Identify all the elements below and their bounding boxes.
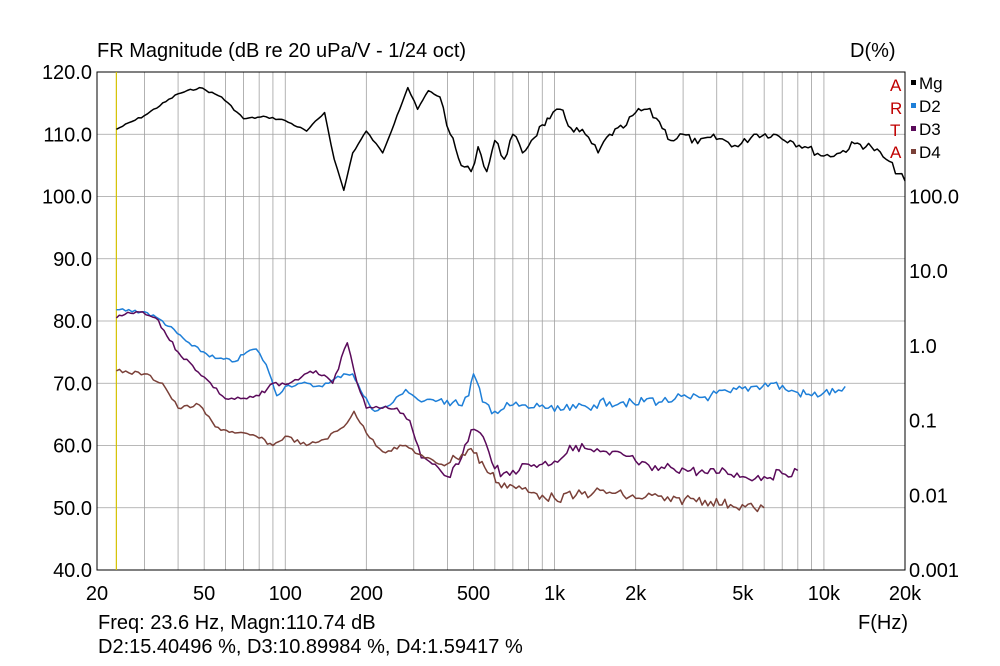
y-tick-label: 40.0 xyxy=(53,560,92,582)
x-axis-unit: F(Hz) xyxy=(858,612,908,634)
legend-item-d2[interactable]: D2 xyxy=(911,96,941,118)
legend-item-d3[interactable]: D3 xyxy=(911,119,941,141)
series-layer xyxy=(115,86,906,513)
right-axis-unit: D(%) xyxy=(850,40,896,62)
chart-title: FR Magnitude (dB re 20 uPa/V - 1/24 oct) xyxy=(97,40,467,62)
legend-swatch xyxy=(911,103,916,109)
y-tick-label: 120.0 xyxy=(42,62,92,84)
series-line-d4 xyxy=(116,368,765,513)
y-tick-label: 60.0 xyxy=(53,436,92,458)
arta-logo-letter: A xyxy=(890,143,902,162)
x-tick-label: 2k xyxy=(625,583,647,605)
y2-tick-label: 0.001 xyxy=(909,560,959,582)
grid-lines xyxy=(97,72,905,570)
arta-logo-letter: A xyxy=(890,76,902,95)
y-tick-label: 70.0 xyxy=(53,373,92,395)
legend-label: D2 xyxy=(919,97,941,116)
legend-label: Mg xyxy=(919,74,943,93)
arta-logo-letter: R xyxy=(890,99,903,118)
x-tick-label: 20k xyxy=(889,583,922,605)
x-tick-label: 50 xyxy=(193,583,215,605)
y-tick-label: 50.0 xyxy=(53,498,92,520)
series-line-d2 xyxy=(116,308,846,415)
y-tick-label: 90.0 xyxy=(53,249,92,271)
series-line-d3 xyxy=(115,310,799,482)
y2-tick-label: 100.0 xyxy=(909,187,959,209)
x-tick-label: 20 xyxy=(86,583,108,605)
y2-tick-label: 0.1 xyxy=(909,411,937,433)
series-line-mg xyxy=(116,86,906,192)
y-tick-label: 80.0 xyxy=(53,311,92,333)
legend-swatch xyxy=(911,126,916,132)
y2-tick-label: 10.0 xyxy=(909,261,948,283)
plot-frame xyxy=(96,71,906,571)
x-tick-label: 200 xyxy=(350,583,383,605)
legend-item-d4[interactable]: D4 xyxy=(911,142,941,164)
x-tick-label: 500 xyxy=(457,583,490,605)
x-tick-label: 10k xyxy=(808,583,841,605)
legend-label: D3 xyxy=(919,120,941,139)
x-tick-label: 5k xyxy=(732,583,754,605)
x-tick-label: 1k xyxy=(544,583,566,605)
arta-logo-letter: T xyxy=(890,121,901,140)
cursor-readout-magnitude: Freq: 23.6 Hz, Magn:110.74 dB xyxy=(98,612,376,634)
axes: 40.0 50.0 60.0 70.0 80.0 90.0 100.0 110.0 120.0 2… xyxy=(42,62,959,605)
y-tick-label: 100.0 xyxy=(42,187,92,209)
cursor-readout-distortion: D2:15.40496 %, D3:10.89984 %, D4:1.59417… xyxy=(98,636,523,658)
y-tick-label: 110.0 xyxy=(43,124,92,146)
legend-item-mg[interactable]: Mg xyxy=(911,73,943,95)
x-tick-label: 100 xyxy=(269,583,302,605)
y2-tick-label: 1.0 xyxy=(909,336,937,358)
y2-tick-label: 0.01 xyxy=(909,485,948,507)
legend-swatch xyxy=(911,80,916,86)
legend-label: D4 xyxy=(919,143,941,162)
legend-swatch xyxy=(911,149,916,155)
